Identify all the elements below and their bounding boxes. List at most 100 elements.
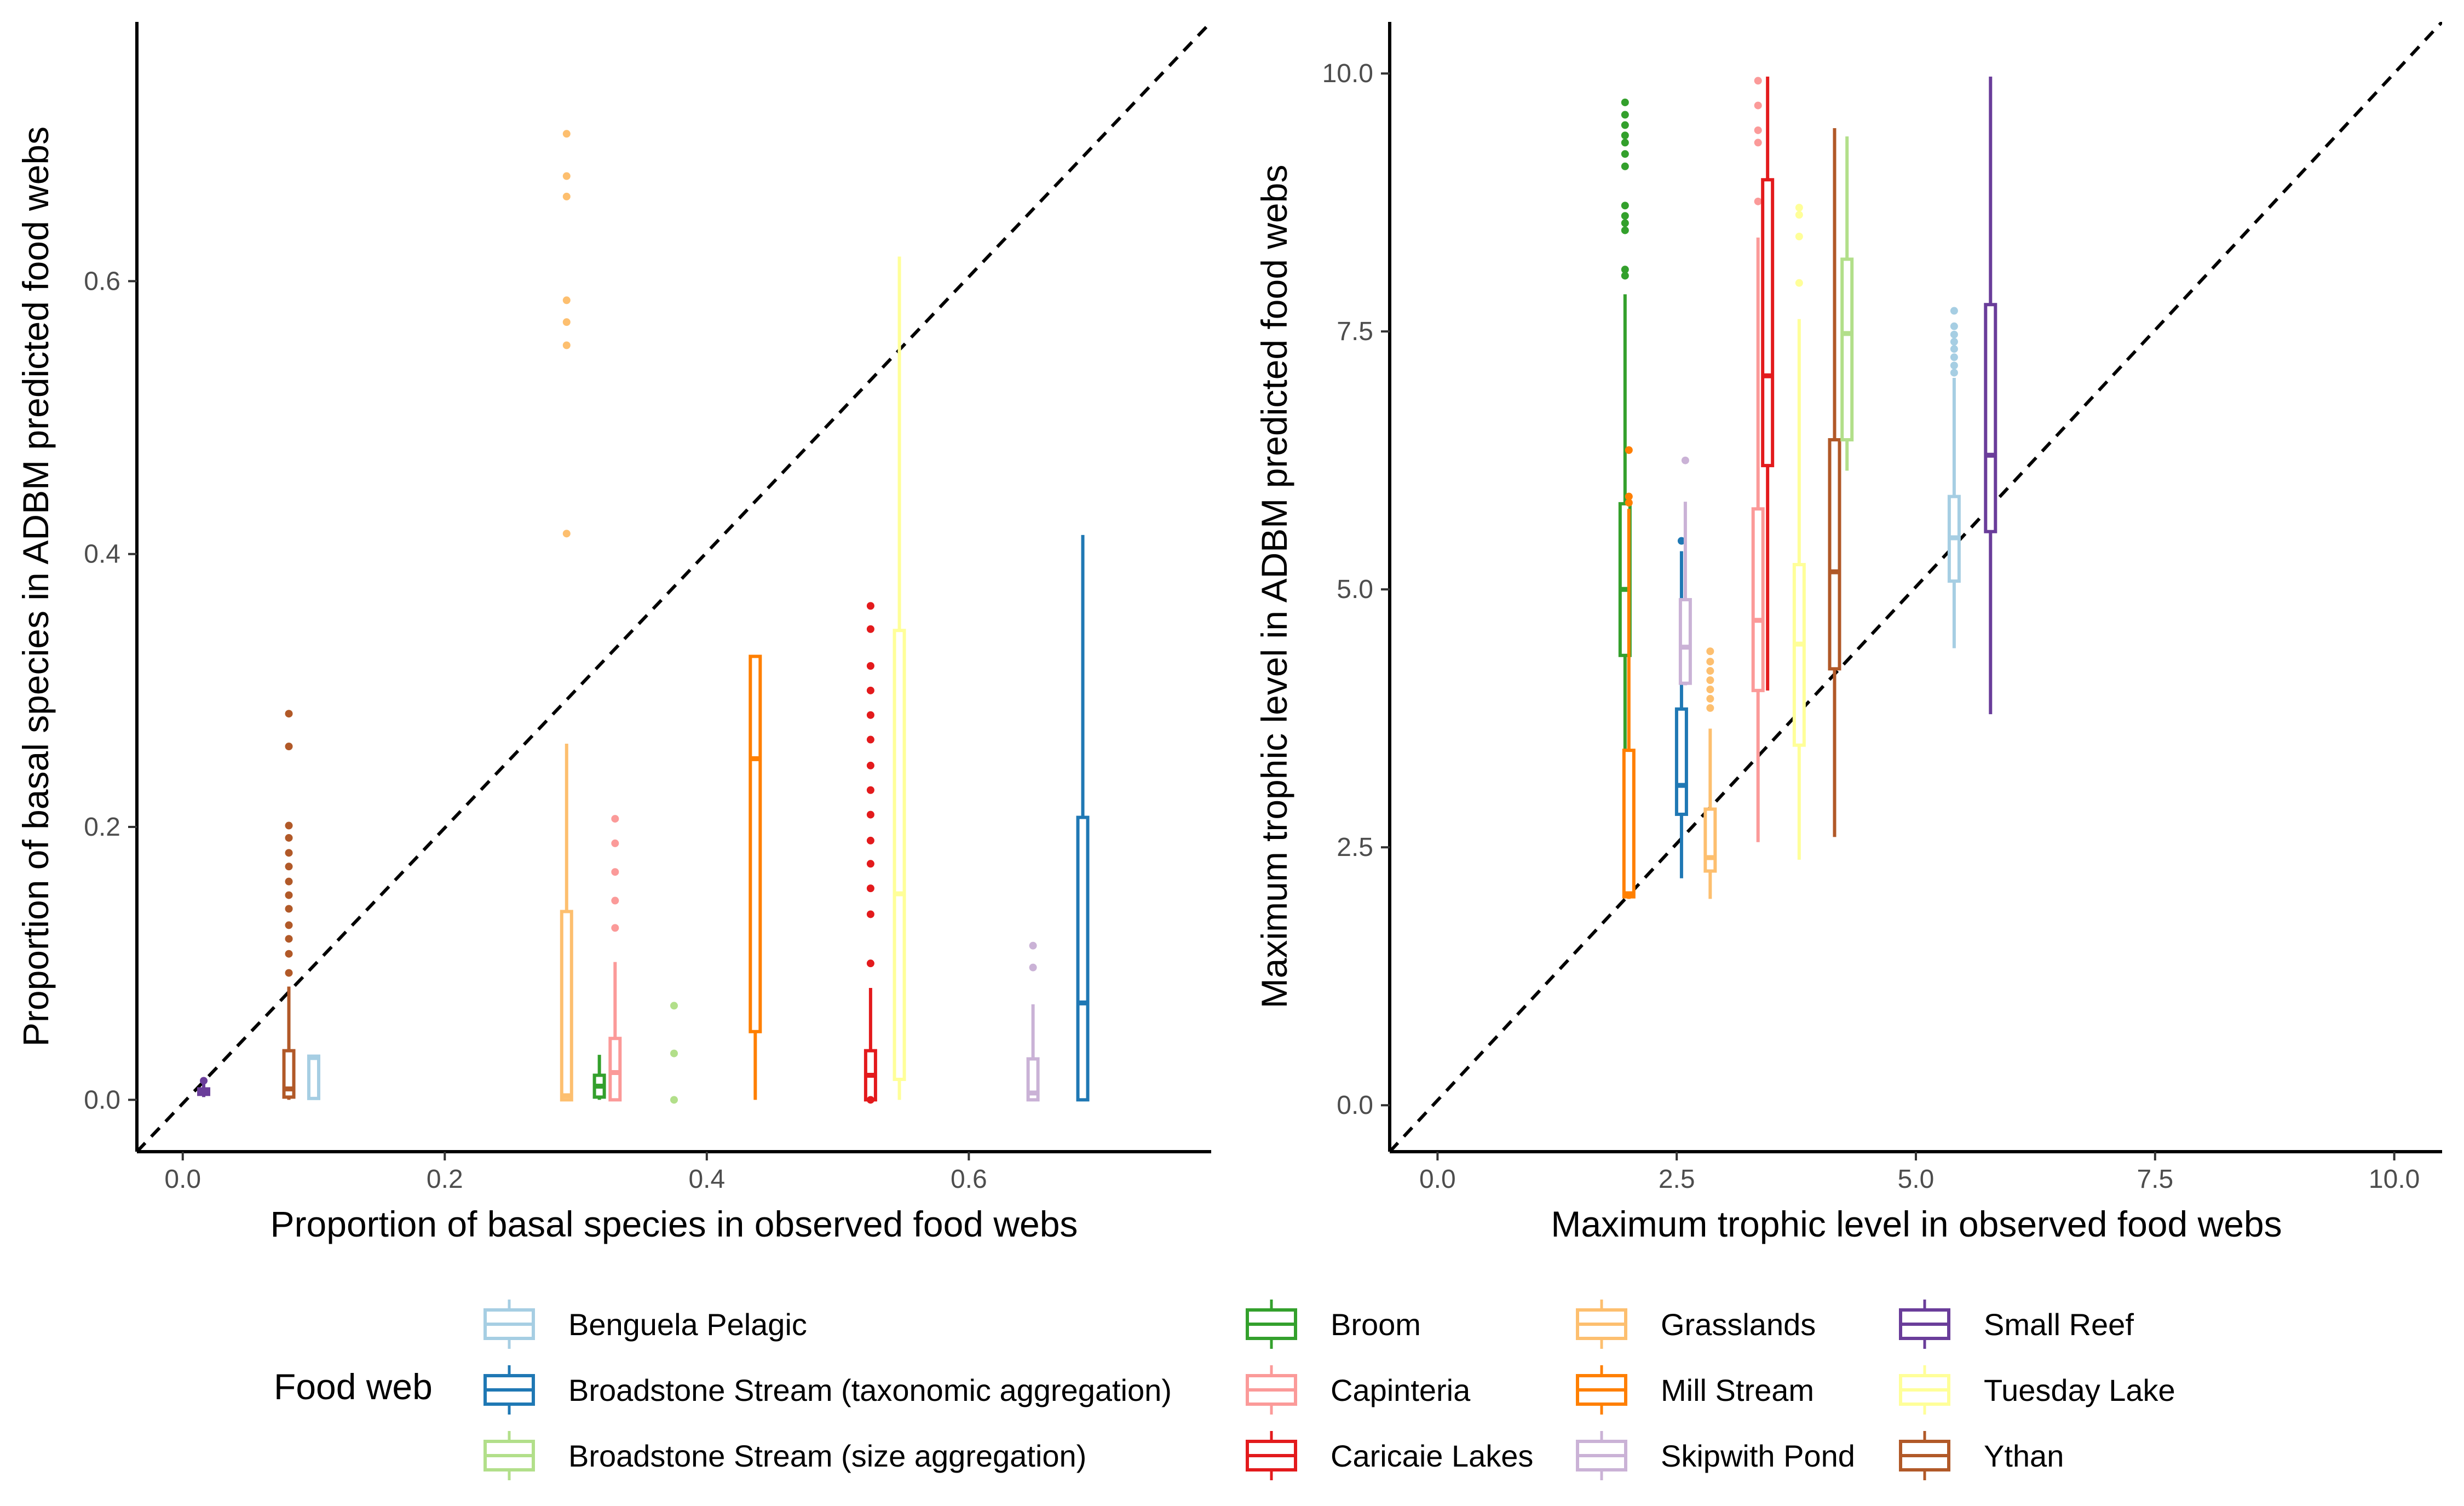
outlier-point [285, 863, 293, 871]
box-plot [1761, 76, 1775, 691]
legend-label: Broadstone Stream (taxonomic aggregation… [568, 1373, 1172, 1407]
box [749, 654, 762, 1033]
box [1026, 1057, 1040, 1102]
right-panel: 0.0 2.5 5.0 7.5 10.0 0.0 2.5 5.0 7.5 10.0 Maximum… [1254, 22, 2442, 1244]
outlier-point [866, 761, 874, 769]
x-tick-label: 0.4 [688, 1165, 725, 1194]
box [1761, 178, 1775, 468]
outlier-point [1621, 98, 1629, 106]
x-tick-label: 0.0 [1419, 1165, 1456, 1194]
box-plot [1792, 204, 1806, 860]
y-tick-label: 2.5 [1337, 833, 1373, 862]
outlier-point [866, 1096, 874, 1104]
legend-item: Broom [1246, 1300, 1421, 1349]
outlier-point [866, 860, 874, 868]
outlier-point [1621, 272, 1629, 280]
outlier-point [611, 839, 619, 847]
outlier-point [1706, 704, 1714, 712]
reference-line-y-equals-x [137, 22, 1211, 1152]
x-tick-label: 7.5 [2137, 1165, 2173, 1194]
outlier-point [866, 625, 874, 633]
box-plot [670, 1002, 678, 1104]
legend-item: Broadstone Stream (taxonomic aggregation… [483, 1365, 1172, 1415]
legend-item: Skipwith Pond [1576, 1431, 1855, 1480]
outlier-point [285, 921, 293, 929]
box-plot [592, 1055, 606, 1100]
outlier-point [1625, 446, 1633, 454]
outlier-point [1029, 963, 1037, 972]
outlier-point [285, 834, 293, 842]
outlier-point [562, 296, 571, 304]
outlier-point [670, 1002, 678, 1010]
box [1703, 807, 1717, 873]
outlier-point [285, 849, 293, 857]
outlier-point [1795, 204, 1803, 212]
box-plot [608, 815, 622, 1102]
box [1984, 303, 1997, 533]
legend-item: Grasslands [1576, 1300, 1816, 1349]
outlier-point [1795, 279, 1803, 287]
x-tick-label: 2.5 [1659, 1165, 1695, 1194]
y-tick-label: 0.6 [84, 267, 120, 296]
legend-label: Caricaie Lakes [1331, 1439, 1533, 1473]
outlier-point [611, 868, 619, 876]
legend-label: Benguela Pelagic [568, 1307, 807, 1342]
box [307, 1054, 321, 1100]
outlier-point [1754, 126, 1762, 134]
outlier-point [1706, 685, 1714, 693]
outlier-point [1621, 150, 1629, 158]
legend-item: Ythan [1899, 1431, 2064, 1480]
outlier-point [866, 959, 874, 968]
legend-label: Grasslands [1661, 1307, 1816, 1342]
y-axis-title: Maximum trophic level in ADBM predicted … [1254, 165, 1294, 1009]
outlier-point [1950, 369, 1958, 377]
outlier-point [670, 1096, 678, 1104]
outlier-point [285, 877, 293, 886]
outlier-point [611, 896, 619, 905]
legend-items: Benguela Pelagic Broadstone Stream (taxon… [483, 1300, 2175, 1480]
outlier-point [1621, 121, 1629, 129]
outlier-point [285, 891, 293, 899]
box-plot [197, 1077, 211, 1097]
outlier-point [1029, 941, 1037, 950]
outlier-point [1950, 361, 1958, 370]
outlier-point [1677, 537, 1685, 545]
box [560, 910, 573, 1102]
outlier-point [1754, 197, 1762, 205]
box-plot [893, 256, 906, 1100]
outlier-point [1621, 266, 1629, 274]
outlier-point [1706, 658, 1714, 666]
outlier-point [1706, 694, 1714, 703]
legend-item: Benguela Pelagic [483, 1300, 807, 1349]
x-tick-label: 10.0 [2369, 1165, 2420, 1194]
outlier-point [1754, 77, 1762, 85]
box [1674, 707, 1688, 816]
legend-label: Capinteria [1331, 1373, 1471, 1407]
outlier-point [1621, 226, 1629, 234]
box [893, 629, 906, 1081]
box-plot [1678, 456, 1692, 686]
box-plot [749, 654, 762, 1100]
outlier-point [611, 815, 619, 823]
outlier-point [1621, 162, 1629, 170]
outlier-point [1706, 647, 1714, 656]
legend-label: Broom [1331, 1307, 1421, 1342]
outlier-point [1950, 330, 1958, 338]
box [282, 1049, 296, 1099]
outlier-point [1795, 211, 1803, 219]
outlier-point [1625, 492, 1633, 501]
outlier-point [1621, 131, 1629, 140]
box-plots [1618, 76, 1997, 899]
y-tick-label: 5.0 [1337, 575, 1373, 604]
outlier-point [866, 662, 874, 670]
outlier-point [866, 602, 874, 610]
box-plot [1622, 446, 1636, 899]
legend-label: Ythan [1984, 1439, 2064, 1473]
box [1076, 815, 1090, 1102]
box-plot [1076, 534, 1090, 1102]
y-tick-label: 0.2 [84, 813, 120, 842]
outlier-point [1950, 338, 1958, 346]
outlier-point [1621, 202, 1629, 210]
outlier-point [1950, 322, 1958, 330]
